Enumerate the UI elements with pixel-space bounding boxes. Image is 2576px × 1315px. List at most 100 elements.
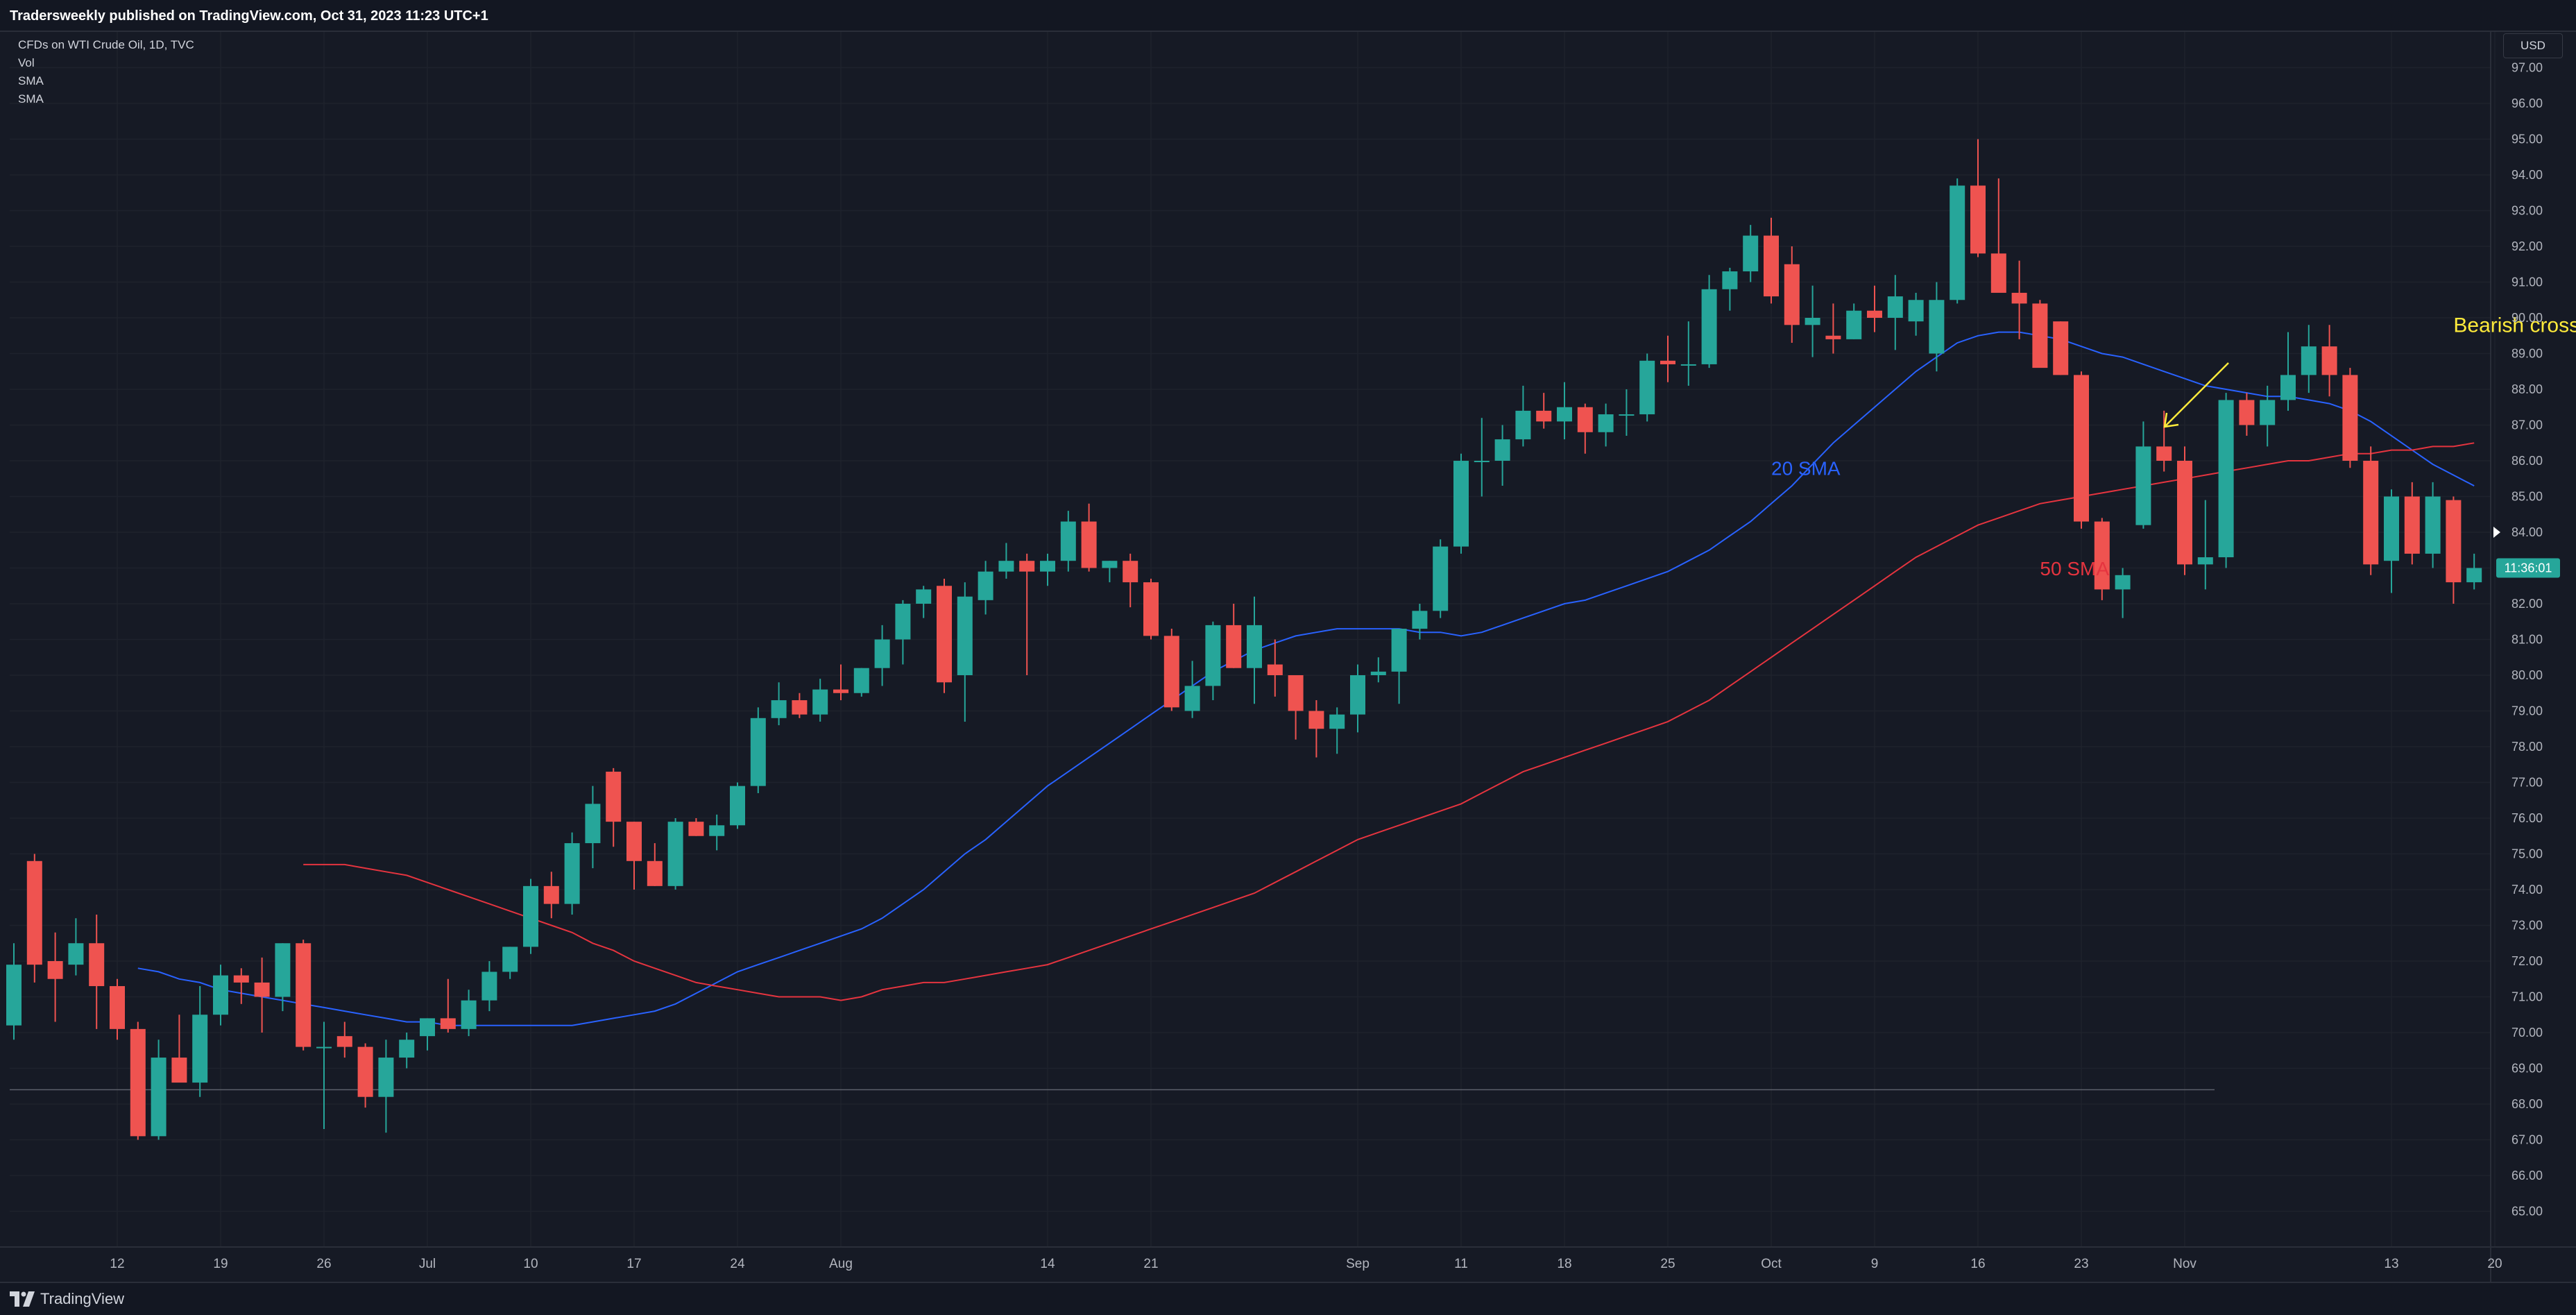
candle[interactable] xyxy=(1805,285,1820,357)
candle[interactable] xyxy=(192,986,208,1097)
candle[interactable] xyxy=(336,1021,352,1058)
candle[interactable] xyxy=(1453,453,1469,554)
candle[interactable] xyxy=(2260,385,2276,447)
candle[interactable] xyxy=(1247,596,1262,704)
candle[interactable] xyxy=(1040,553,1055,586)
candle[interactable] xyxy=(1598,403,1614,447)
candle[interactable] xyxy=(1081,503,1097,572)
candle[interactable] xyxy=(812,679,828,722)
candle[interactable] xyxy=(2032,300,2048,368)
candle[interactable] xyxy=(2074,371,2089,529)
candle[interactable] xyxy=(1019,553,1035,675)
candle[interactable] xyxy=(957,582,973,722)
candle[interactable] xyxy=(420,1018,435,1051)
candle[interactable] xyxy=(667,818,683,890)
candle[interactable] xyxy=(2177,446,2192,575)
candle[interactable] xyxy=(1226,604,1242,668)
candle[interactable] xyxy=(1205,621,1221,701)
candle[interactable] xyxy=(2239,393,2255,436)
candle[interactable] xyxy=(1308,700,1324,758)
candle[interactable] xyxy=(2363,446,2379,575)
candle[interactable] xyxy=(543,872,559,919)
candle[interactable] xyxy=(1619,389,1635,436)
candle[interactable] xyxy=(833,664,848,701)
candle[interactable] xyxy=(1908,292,1924,336)
candle[interactable] xyxy=(2115,568,2131,618)
candle[interactable] xyxy=(523,879,538,954)
candle[interactable] xyxy=(1929,282,1945,372)
candle[interactable] xyxy=(1515,385,1531,447)
candle[interactable] xyxy=(275,943,291,1012)
candle[interactable] xyxy=(937,578,952,693)
candle[interactable] xyxy=(2404,482,2420,565)
candle[interactable] xyxy=(1680,321,1696,386)
price-axis[interactable]: 65.00 66.00 67.00 68.00 69.00 70.00 71.00 72.00… xyxy=(2490,31,2560,1282)
candle[interactable] xyxy=(1784,246,1800,343)
candle[interactable] xyxy=(2280,332,2296,411)
candle[interactable] xyxy=(2094,518,2110,600)
candle[interactable] xyxy=(750,707,766,793)
candle[interactable] xyxy=(1970,139,1986,257)
legend-symbol[interactable]: CFDs on WTI Crude Oil, 1D, TVC xyxy=(18,38,194,51)
candle[interactable] xyxy=(585,786,601,869)
candle[interactable] xyxy=(1143,578,1159,640)
candle[interactable] xyxy=(1267,639,1283,697)
candle[interactable] xyxy=(1060,511,1076,572)
candle[interactable] xyxy=(2218,393,2234,568)
candle[interactable] xyxy=(399,1033,415,1069)
candle[interactable] xyxy=(1370,657,1386,683)
candle[interactable] xyxy=(647,843,663,886)
candle[interactable] xyxy=(1163,629,1179,711)
candle[interactable] xyxy=(895,600,911,665)
candle[interactable] xyxy=(2321,325,2337,397)
candle[interactable] xyxy=(1123,553,1138,608)
candle[interactable] xyxy=(2197,500,2213,590)
candle[interactable] xyxy=(1867,285,1882,332)
candle[interactable] xyxy=(213,965,228,1026)
candle[interactable] xyxy=(1577,403,1593,454)
candle[interactable] xyxy=(316,1021,332,1130)
candle[interactable] xyxy=(1639,353,1655,422)
candle[interactable] xyxy=(1764,217,1779,304)
candle[interactable] xyxy=(1557,382,1572,440)
candle[interactable] xyxy=(440,978,456,1033)
candle[interactable] xyxy=(1329,707,1345,754)
candle[interactable] xyxy=(2011,260,2027,339)
candle[interactable] xyxy=(1990,178,2006,293)
candle[interactable] xyxy=(89,915,105,1029)
candle[interactable] xyxy=(2446,496,2462,604)
candle[interactable] xyxy=(1660,335,1675,382)
annotation-20-sma[interactable]: 20 SMA xyxy=(1771,458,1841,480)
candle[interactable] xyxy=(2053,321,2069,375)
candle[interactable] xyxy=(1474,418,1490,497)
candle[interactable] xyxy=(1184,661,1200,718)
time-axis[interactable]: 12 19 26 Jul 10 17 24 Aug 14 21 Sep 11 18 25 Oct 9 16 23 N… xyxy=(0,1246,2576,1271)
legend-vol[interactable]: Vol xyxy=(18,56,35,69)
candle[interactable] xyxy=(481,961,497,1012)
candle[interactable] xyxy=(978,561,993,615)
candle[interactable] xyxy=(771,682,787,726)
candle[interactable] xyxy=(68,918,84,976)
candle[interactable] xyxy=(2384,489,2399,593)
candle[interactable] xyxy=(1288,675,1304,740)
candle[interactable] xyxy=(2425,482,2441,568)
candle[interactable] xyxy=(1433,539,1449,618)
candle[interactable] xyxy=(151,1040,167,1140)
candle[interactable] xyxy=(1102,561,1118,583)
candle[interactable] xyxy=(2301,325,2317,393)
candle[interactable] xyxy=(1412,604,1428,640)
candle[interactable] xyxy=(1825,303,1841,354)
candle[interactable] xyxy=(378,1040,394,1133)
candle[interactable] xyxy=(916,586,932,618)
candle[interactable] xyxy=(1722,267,1738,311)
candle[interactable] xyxy=(998,543,1014,579)
candle[interactable] xyxy=(254,957,270,1033)
annotation-bearish-crossover[interactable]: Bearish crossover xyxy=(2453,314,2576,337)
candle[interactable] xyxy=(1887,275,1903,350)
tradingview-logo[interactable]: TradingView xyxy=(10,1290,124,1308)
candle[interactable] xyxy=(296,940,312,1051)
candle[interactable] xyxy=(1950,178,1965,304)
currency-button[interactable]: USD xyxy=(2503,33,2563,58)
candle[interactable] xyxy=(606,767,622,847)
